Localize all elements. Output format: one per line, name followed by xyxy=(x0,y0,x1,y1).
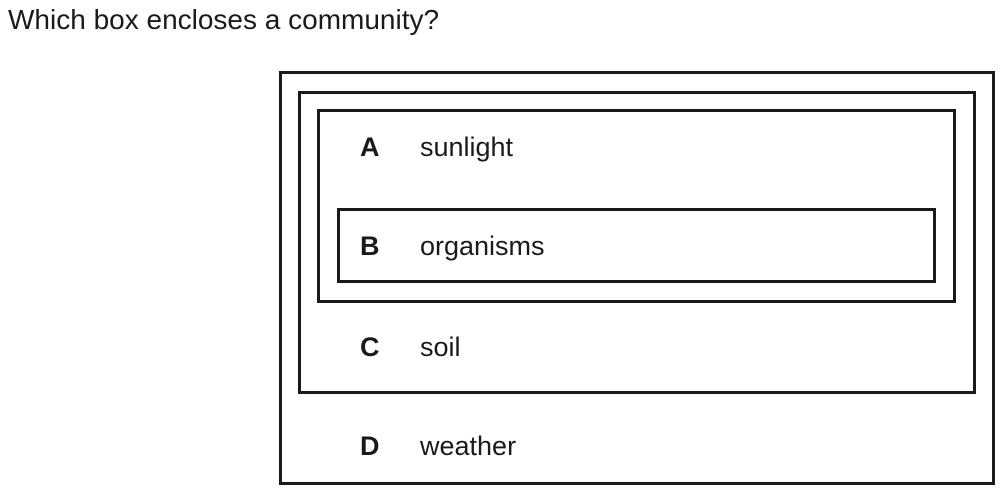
option-b-letter: B xyxy=(360,231,380,261)
question-text: Which box encloses a community? xyxy=(8,4,440,35)
box-b[interactable] xyxy=(337,208,936,283)
option-c-term: soil xyxy=(420,332,461,362)
box-d[interactable] xyxy=(279,71,995,485)
option-b-term: organisms xyxy=(420,231,545,261)
option-d-term: weather xyxy=(420,431,517,461)
box-a[interactable] xyxy=(317,109,956,303)
box-c[interactable] xyxy=(298,91,976,394)
option-d-letter: D xyxy=(360,431,380,461)
option-a-term: sunlight xyxy=(420,132,514,162)
option-a-letter: A xyxy=(360,132,380,162)
option-c-letter: C xyxy=(360,332,380,362)
